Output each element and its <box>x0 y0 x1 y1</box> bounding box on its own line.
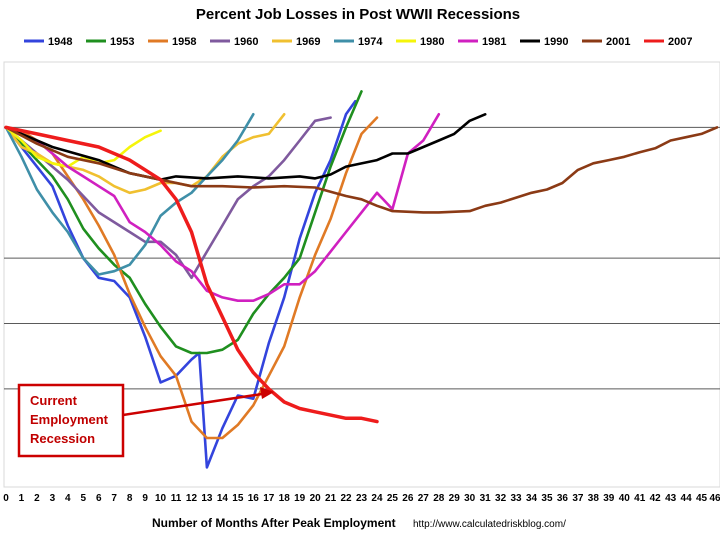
x-tick-8: 8 <box>127 493 133 504</box>
chart-title: Percent Job Losses in Post WWII Recessio… <box>196 6 520 23</box>
x-tick-44: 44 <box>681 493 693 504</box>
x-tick-42: 42 <box>650 493 662 504</box>
series-1953-line <box>4 90 363 355</box>
x-tick-10: 10 <box>155 493 167 504</box>
x-tick-33: 33 <box>511 493 523 504</box>
x-tick-30: 30 <box>464 493 476 504</box>
legend-label-1990: 1990 <box>544 36 568 48</box>
x-tick-23: 23 <box>356 493 368 504</box>
x-tick-36: 36 <box>557 493 569 504</box>
x-tick-11: 11 <box>171 493 182 504</box>
legend-label-2007: 2007 <box>668 36 692 48</box>
x-tick-20: 20 <box>310 493 322 504</box>
x-tick-40: 40 <box>619 493 631 504</box>
x-tick-4: 4 <box>65 493 71 504</box>
x-axis-ticks: 0 1 2 3 4 5 6 7 8 9 10 11 12 13 14 15 16 17 18 19 20 21 22 23 24… <box>3 493 720 504</box>
annotation-box <box>17 383 125 458</box>
x-tick-46: 46 <box>709 493 720 504</box>
x-tick-28: 28 <box>433 493 445 504</box>
x-tick-5: 5 <box>81 493 87 504</box>
annotation: Current Employment Recession <box>17 383 274 458</box>
legend-label-1980: 1980 <box>420 36 444 48</box>
x-axis-label: Number of Months After Peak Employment <box>152 516 396 530</box>
x-tick-12: 12 <box>186 493 198 504</box>
annotation-arrow <box>122 392 263 417</box>
x-tick-1: 1 <box>19 493 25 504</box>
x-tick-21: 21 <box>325 493 337 504</box>
x-tick-18: 18 <box>279 493 291 504</box>
x-tick-39: 39 <box>603 493 615 504</box>
legend-label-1948: 1948 <box>48 36 72 48</box>
legend-label-1958: 1958 <box>172 36 196 48</box>
x-tick-0: 0 <box>3 493 9 504</box>
x-tick-2: 2 <box>34 493 40 504</box>
x-tick-34: 34 <box>526 493 538 504</box>
annotation-line-3: Recession <box>30 431 95 446</box>
x-tick-22: 22 <box>340 493 352 504</box>
legend: 1948 1953 1958 1960 1969 1974 1980 1981 1990 2001… <box>24 36 692 48</box>
series-1974-line <box>4 113 255 276</box>
x-tick-37: 37 <box>572 493 584 504</box>
x-tick-24: 24 <box>371 493 383 504</box>
x-tick-32: 32 <box>495 493 507 504</box>
x-tick-45: 45 <box>696 493 708 504</box>
legend-label-1974: 1974 <box>358 36 383 48</box>
x-tick-19: 19 <box>294 493 306 504</box>
x-tick-41: 41 <box>634 493 646 504</box>
x-tick-35: 35 <box>541 493 553 504</box>
x-tick-14: 14 <box>217 493 229 504</box>
series-2001-line <box>4 126 719 214</box>
x-tick-38: 38 <box>588 493 600 504</box>
x-tick-15: 15 <box>232 493 244 504</box>
legend-label-1953: 1953 <box>110 36 134 48</box>
x-tick-43: 43 <box>665 493 677 504</box>
x-tick-6: 6 <box>96 493 102 504</box>
legend-label-1960: 1960 <box>234 36 258 48</box>
series-1958-line <box>4 116 379 440</box>
x-tick-27: 27 <box>418 493 430 504</box>
x-tick-29: 29 <box>449 493 461 504</box>
series-group <box>4 90 719 469</box>
x-tick-16: 16 <box>248 493 260 504</box>
legend-label-1981: 1981 <box>482 36 506 48</box>
annotation-line-1: Current <box>30 393 78 408</box>
x-tick-9: 9 <box>142 493 148 504</box>
x-tick-13: 13 <box>201 493 213 504</box>
legend-label-1969: 1969 <box>296 36 320 48</box>
x-tick-3: 3 <box>50 493 56 504</box>
x-tick-7: 7 <box>111 493 117 504</box>
x-tick-26: 26 <box>402 493 414 504</box>
source-url: http://www.calculatedriskblog.com/ <box>413 519 566 530</box>
x-tick-31: 31 <box>480 493 492 504</box>
series-2007-line <box>4 125 379 424</box>
x-tick-17: 17 <box>263 493 275 504</box>
annotation-line-2: Employment <box>30 412 109 427</box>
series-1960-line <box>4 116 332 280</box>
x-tick-25: 25 <box>387 493 399 504</box>
legend-label-2001: 2001 <box>606 36 630 48</box>
annotation-arrowhead <box>260 387 274 399</box>
